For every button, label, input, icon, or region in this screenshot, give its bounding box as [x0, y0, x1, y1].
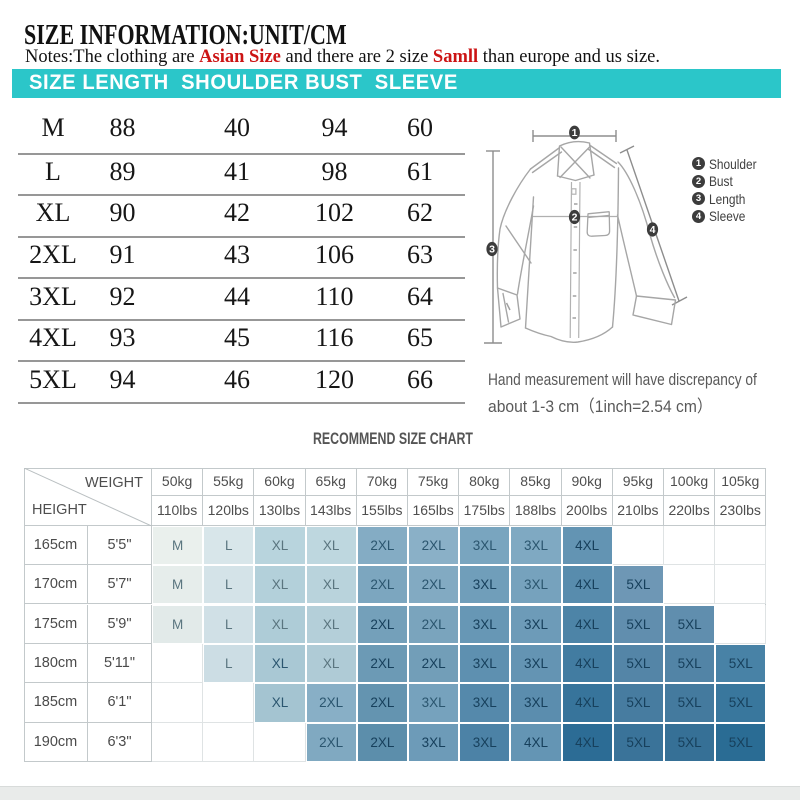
svg-text:4: 4: [650, 224, 656, 236]
svg-text:3: 3: [489, 244, 495, 256]
svg-text:2: 2: [572, 212, 578, 224]
svg-text:1: 1: [572, 127, 578, 139]
